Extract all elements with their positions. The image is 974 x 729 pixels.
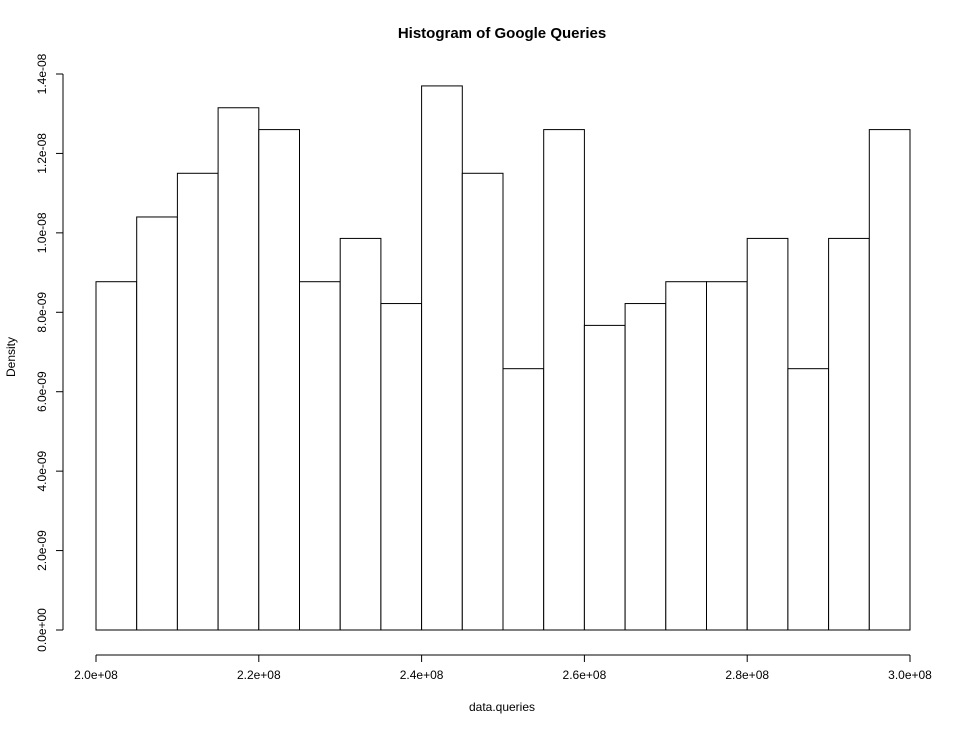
histogram-bar-1 [95, 281, 138, 631]
x-tick-label-6: 3.0e+08 [888, 668, 932, 682]
histogram-bar-19 [828, 237, 870, 631]
y-tick-label-5: 8.0e-09 [35, 292, 49, 333]
histogram-bar-13 [583, 324, 626, 631]
y-tick-label-3: 4.0e-09 [35, 450, 49, 491]
x-tick-label-5: 2.8e+08 [725, 668, 769, 682]
y-tick-label-2: 2.0e-09 [35, 530, 49, 571]
x-tick-label-3: 2.4e+08 [400, 668, 444, 682]
y-axis-label: Density [4, 337, 18, 377]
x-axis-label: data.queries [469, 700, 535, 714]
histogram-bar-11 [502, 368, 545, 631]
histogram-bar-8 [380, 303, 423, 631]
histogram-bar-18 [787, 368, 830, 631]
y-tick-label-7: 1.2e-08 [35, 133, 49, 174]
histogram-bar-6 [299, 281, 341, 631]
chart-title: Histogram of Google Queries [398, 25, 606, 42]
histogram-bar-4 [217, 107, 260, 631]
histogram-bar-17 [746, 237, 789, 631]
x-tick-label-2: 2.2e+08 [237, 668, 281, 682]
y-tick-label-1: 0.0e+00 [35, 608, 49, 652]
histogram-bar-20 [868, 129, 911, 631]
x-axis: 2.0e+08 2.2e+08 2.4e+08 2.6e+08 2.8e+08 3.0e+… [74, 654, 932, 682]
bars-group [95, 85, 911, 631]
y-tick-label-6: 1.0e-08 [35, 212, 49, 253]
histogram-bar-9 [421, 85, 463, 631]
histogram-bar-14 [624, 303, 667, 631]
y-axis: 0.0e+00 2.0e-09 4.0e-09 6.0e-09 8.0e-09 1.0e-… [35, 53, 64, 652]
histogram-bar-3 [176, 172, 219, 631]
histogram-bar-7 [339, 237, 382, 631]
histogram-bar-10 [461, 172, 504, 631]
histogram-bar-16 [706, 281, 748, 631]
y-tick-label-4: 6.0e-09 [35, 371, 49, 412]
histogram-bar-5 [258, 129, 300, 631]
histogram-bar-2 [136, 216, 178, 631]
x-tick-label-1: 2.0e+08 [74, 668, 118, 682]
y-tick-label-8: 1.4e-08 [35, 53, 49, 94]
histogram-bar-15 [665, 281, 707, 631]
histogram-bar-12 [543, 129, 585, 631]
x-tick-label-4: 2.6e+08 [563, 668, 607, 682]
